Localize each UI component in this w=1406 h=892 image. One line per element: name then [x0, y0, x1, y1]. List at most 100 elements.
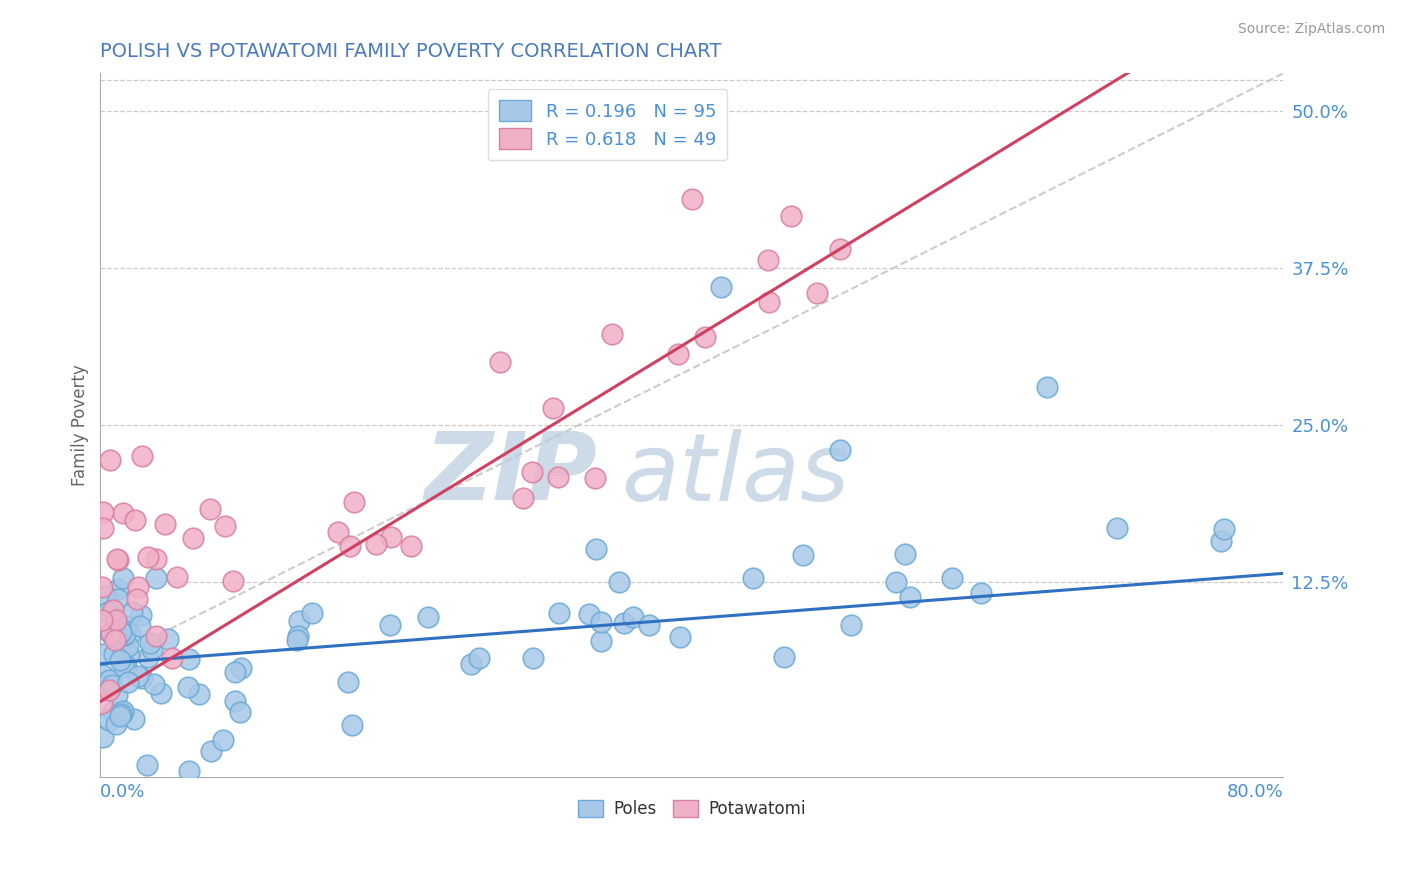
Point [758, 294, 780, 309]
Point [124, 513, 146, 527]
Point [792, 548, 814, 562]
Point [111, 506, 134, 520]
Point [141, 641, 163, 656]
Point [742, 571, 765, 585]
Legend: Poles, Potawatomi: Poles, Potawatomi [571, 793, 813, 825]
Point [1035, 380, 1057, 394]
Point [118, 648, 141, 663]
Point [111, 648, 134, 662]
Point [607, 574, 630, 589]
Point [884, 574, 907, 589]
Point [224, 694, 246, 708]
Point [287, 614, 309, 628]
Point [121, 606, 143, 620]
Point [222, 574, 245, 589]
Point [285, 632, 308, 647]
Point [129, 619, 152, 633]
Point [127, 580, 149, 594]
Point [779, 209, 801, 223]
Point [378, 618, 401, 632]
Point [177, 764, 200, 778]
Point [110, 707, 132, 722]
Point [681, 192, 703, 206]
Point [211, 733, 233, 747]
Point [112, 704, 135, 718]
Point [91, 647, 114, 661]
Point [108, 652, 131, 666]
Point [112, 660, 135, 674]
Point [114, 627, 136, 641]
Point [828, 443, 851, 458]
Point [111, 571, 134, 585]
Point [91, 668, 114, 682]
Point [669, 630, 692, 644]
Point [894, 547, 917, 561]
Point [416, 610, 439, 624]
Point [166, 570, 188, 584]
Text: Source: ZipAtlas.com: Source: ZipAtlas.com [1237, 22, 1385, 37]
Point [613, 615, 636, 630]
Point [337, 675, 360, 690]
Point [214, 519, 236, 533]
Point [756, 252, 779, 267]
Point [107, 582, 129, 596]
Point [200, 744, 222, 758]
Point [103, 633, 125, 648]
Point [637, 618, 659, 632]
Point [585, 542, 607, 557]
Point [366, 537, 388, 551]
Point [200, 501, 222, 516]
Point [143, 677, 166, 691]
Point [548, 606, 571, 620]
Point [90, 696, 112, 710]
Point [107, 631, 129, 645]
Point [339, 539, 361, 553]
Point [97, 673, 120, 687]
Point [188, 687, 211, 701]
Point [1211, 534, 1233, 549]
Point [139, 636, 162, 650]
Point [122, 712, 145, 726]
Point [828, 242, 851, 256]
Point [231, 661, 253, 675]
Point [118, 627, 141, 641]
Point [117, 675, 139, 690]
Point [131, 450, 153, 464]
Point [547, 470, 569, 484]
Point [91, 521, 114, 535]
Point [512, 491, 534, 506]
Point [136, 758, 159, 772]
Point [583, 471, 606, 485]
Point [578, 607, 600, 622]
Point [98, 713, 121, 727]
Point [467, 650, 489, 665]
Point [100, 626, 122, 640]
Text: 0.0%: 0.0% [100, 783, 146, 801]
Point [1212, 522, 1234, 536]
Point [91, 505, 114, 519]
Text: 80.0%: 80.0% [1226, 783, 1284, 801]
Point [839, 617, 862, 632]
Point [460, 657, 482, 671]
Point [105, 688, 128, 702]
Point [101, 678, 124, 692]
Point [301, 607, 323, 621]
Point [107, 592, 129, 607]
Point [98, 626, 121, 640]
Text: atlas: atlas [621, 429, 849, 520]
Point [127, 669, 149, 683]
Point [589, 634, 612, 648]
Point [145, 628, 167, 642]
Y-axis label: Family Poverty: Family Poverty [72, 364, 89, 486]
Point [177, 680, 200, 694]
Point [136, 650, 159, 665]
Point [129, 607, 152, 622]
Point [145, 552, 167, 566]
Point [181, 531, 204, 545]
Point [600, 327, 623, 342]
Point [162, 651, 184, 665]
Point [343, 495, 366, 509]
Point [110, 624, 132, 639]
Point [156, 632, 179, 646]
Point [103, 647, 125, 661]
